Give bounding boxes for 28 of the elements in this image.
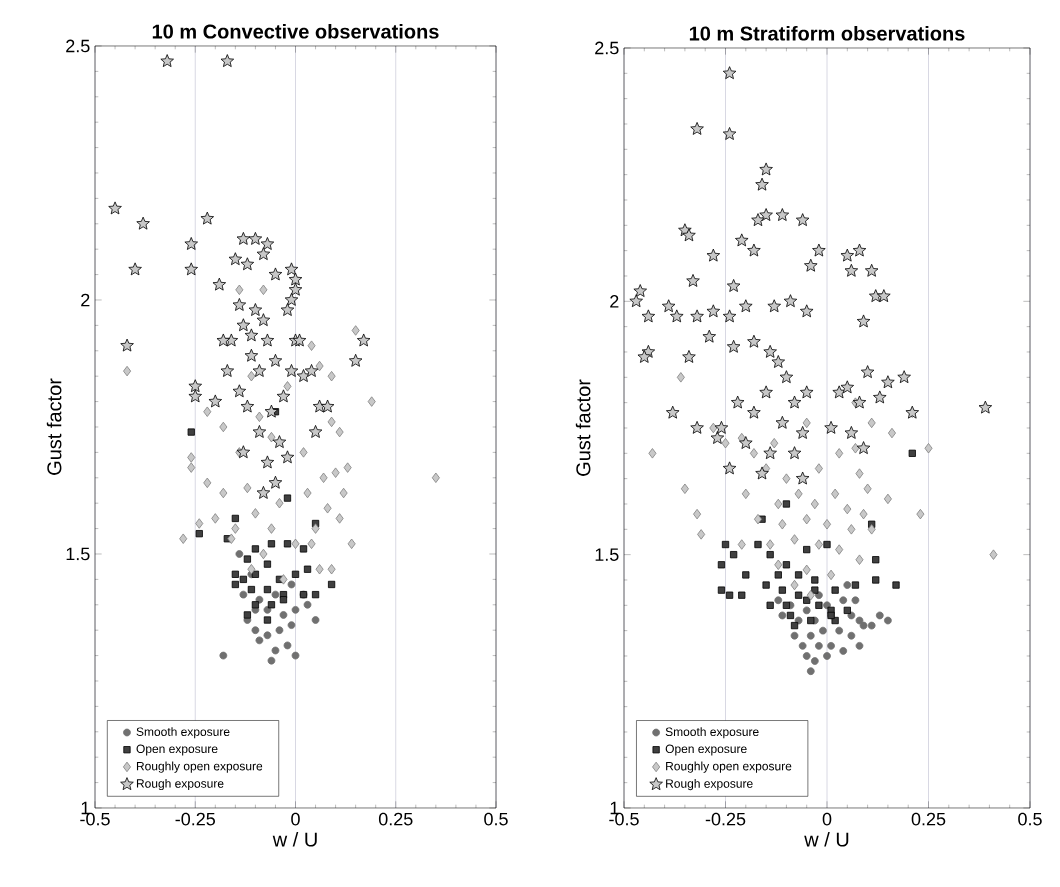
y-tick-label: 2: [610, 295, 619, 308]
legend-label: Open exposure: [136, 744, 218, 756]
x-tick-label: 0: [822, 812, 832, 826]
x-tick-label: 0: [291, 812, 300, 826]
legend-label: Smooth exposure: [665, 727, 759, 739]
chart-title: 10 m Convective observations: [152, 23, 439, 39]
y-tick-label: 1.5: [595, 548, 619, 561]
x-tick-label: 0.25: [378, 812, 413, 826]
legend-label: Roughly open exposure: [666, 761, 792, 773]
legend-label: Smooth exposure: [136, 727, 230, 739]
x-axis-title: w / U: [804, 831, 849, 847]
chart-title: 10 m Stratiform observations: [689, 25, 965, 41]
x-tick-label: -0.25: [705, 812, 746, 826]
legend-label: Rough exposure: [136, 778, 224, 791]
y-tick-label: 1.5: [66, 547, 90, 561]
y-tick-label: 2.5: [66, 39, 90, 53]
legend-label: Roughly open exposure: [136, 761, 263, 773]
x-tick-label: 0.5: [1018, 812, 1042, 826]
legend-label: Open exposure: [665, 744, 747, 756]
y-axis-title: Gust factor: [575, 379, 591, 476]
y-axis-title: Gust factor: [46, 378, 62, 475]
legend-label: Rough exposure: [666, 778, 753, 791]
x-tick-label: 0.25: [911, 812, 946, 826]
x-tick-label: -0.25: [175, 812, 216, 826]
x-tick-label: 0.5: [484, 812, 508, 826]
y-tick-label: 2: [81, 293, 90, 307]
y-tick-label: 2.5: [595, 41, 619, 55]
x-axis-title: w / U: [272, 831, 317, 847]
